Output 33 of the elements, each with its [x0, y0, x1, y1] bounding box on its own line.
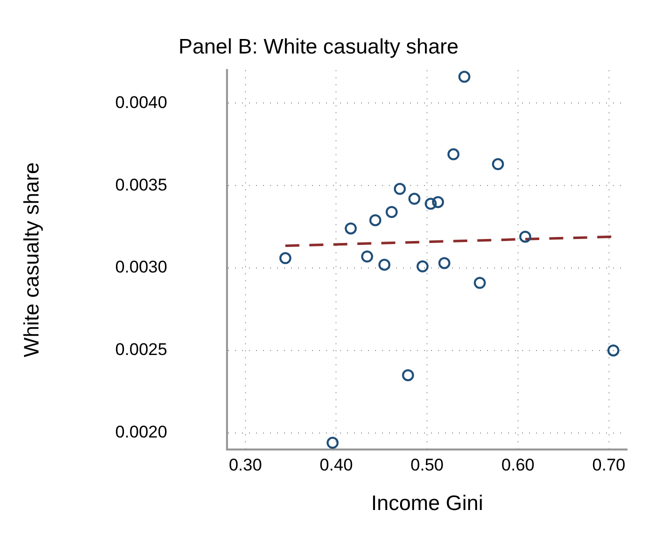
y-tick-label: 0.0020: [115, 422, 168, 442]
point: [394, 182, 406, 195]
x-tick-label: 0.50: [410, 455, 444, 474]
point: [402, 369, 414, 382]
x-tick-label: 0.30: [228, 455, 262, 474]
point: [369, 214, 382, 226]
point: [344, 222, 357, 234]
point: [378, 258, 390, 271]
point: [416, 260, 429, 272]
x-tick-label: 0.70: [592, 455, 626, 474]
x-tick-label: 0.60: [501, 455, 535, 474]
x-axis-title: Income Gini: [371, 492, 484, 516]
y-tick-label: 0.0040: [115, 92, 168, 112]
point: [408, 192, 420, 205]
point: [458, 70, 470, 83]
y-tick-label: 0.0030: [115, 258, 168, 277]
point: [326, 436, 339, 449]
point: [519, 230, 532, 243]
point: [492, 158, 504, 170]
y-tick-label: 0.0035: [115, 175, 168, 194]
point: [424, 198, 437, 210]
x-tick-label: 0.40: [320, 455, 353, 474]
point: [447, 148, 460, 160]
point: [607, 344, 620, 356]
point: [361, 250, 374, 263]
point: [279, 252, 292, 264]
point: [432, 196, 444, 208]
point: [438, 257, 450, 270]
chart-title: Panel B: White casualty share: [178, 35, 459, 58]
point: [474, 276, 486, 289]
y-tick-label: 0.0025: [115, 340, 168, 360]
y-axis-title: White casualty share: [20, 162, 44, 358]
point: [386, 206, 398, 218]
